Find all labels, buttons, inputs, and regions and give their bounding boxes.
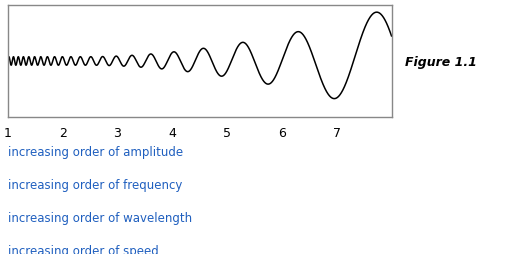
- Text: 2: 2: [58, 127, 67, 140]
- Text: Figure 1.1: Figure 1.1: [405, 56, 477, 69]
- Text: 3: 3: [113, 127, 122, 140]
- Text: 1: 1: [4, 127, 12, 140]
- Text: increasing order of speed: increasing order of speed: [8, 245, 159, 254]
- Text: increasing order of wavelength: increasing order of wavelength: [8, 212, 192, 225]
- Text: 5: 5: [223, 127, 231, 140]
- Text: increasing order of amplitude: increasing order of amplitude: [8, 146, 183, 159]
- Text: 6: 6: [278, 127, 286, 140]
- Text: 7: 7: [333, 127, 341, 140]
- Text: 4: 4: [168, 127, 176, 140]
- Text: increasing order of frequency: increasing order of frequency: [8, 179, 182, 192]
